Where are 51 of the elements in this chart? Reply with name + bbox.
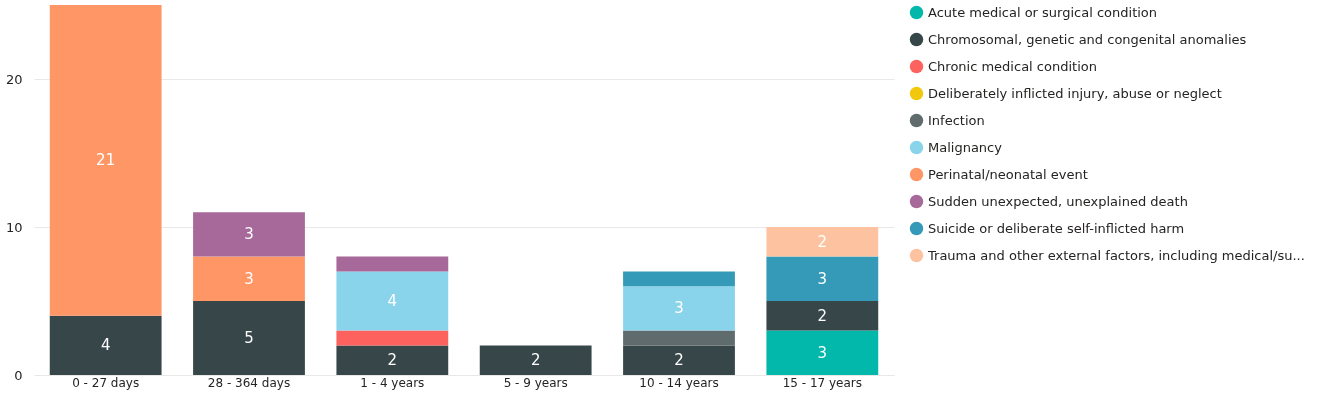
bar [479, 345, 592, 375]
legend-label: Infection [928, 112, 985, 128]
data-label: 2 [530, 351, 541, 370]
x-tick-label: 10 - 14 years [639, 375, 719, 390]
legend-label: Malignancy [928, 139, 1003, 155]
data-label: 3 [674, 299, 684, 318]
data-label: 3 [244, 269, 254, 288]
bar [766, 227, 879, 257]
legend-label: Acute medical or surgical condition [928, 4, 1158, 20]
data-label: 4 [100, 336, 111, 355]
legend-label: Perinatal/neonatal event [928, 166, 1088, 182]
bar [336, 330, 449, 346]
bar [766, 256, 879, 301]
bar [336, 256, 449, 272]
data-label: 3 [817, 343, 828, 362]
data-label: 21 [96, 151, 116, 170]
y-tick-label: 10 [5, 219, 23, 235]
x-tick-label: 5 - 9 years [503, 375, 568, 390]
bar [623, 286, 735, 331]
y-tick-label: 0 [14, 367, 23, 383]
bar [193, 256, 305, 301]
data-label: 5 [244, 329, 254, 347]
x-tick-label: 15 - 17 years [782, 375, 863, 390]
data-label: 2 [387, 351, 398, 370]
data-label: 3 [244, 225, 254, 244]
bar [336, 271, 449, 331]
legend-label: Deliberately inflicted injury, abuse or neglect [928, 85, 1222, 101]
bar [193, 212, 305, 257]
data-label: 4 [387, 292, 398, 310]
bar [623, 330, 735, 346]
bar [49, 5, 162, 316]
bar [193, 301, 305, 375]
x-tick-label: 0 - 27 days [72, 375, 140, 390]
y-tick-label: 20 [5, 71, 23, 87]
legend-label: Sudden unexpected, unexplained death [928, 193, 1188, 209]
bar [766, 301, 879, 331]
data-label: 2 [817, 306, 828, 325]
bar [623, 345, 735, 375]
bar [766, 330, 879, 375]
bar [49, 315, 162, 375]
bar [623, 271, 735, 287]
legend-label: Chromosomal, genetic and congenital anomalies [928, 31, 1247, 47]
x-tick-label: 28 - 364 days [207, 375, 291, 390]
data-label: 2 [817, 232, 828, 251]
legend-label: Chronic medical condition [928, 58, 1097, 74]
x-tick-label: 1 - 4 years [360, 375, 425, 390]
bar [336, 345, 449, 375]
data-label: 2 [674, 351, 684, 370]
legend-label: Suicide or deliberate self-inflicted harm [928, 220, 1185, 236]
legend-label: Trauma and other external factors, including medical/su... [927, 247, 1305, 263]
data-label: 3 [817, 269, 828, 288]
